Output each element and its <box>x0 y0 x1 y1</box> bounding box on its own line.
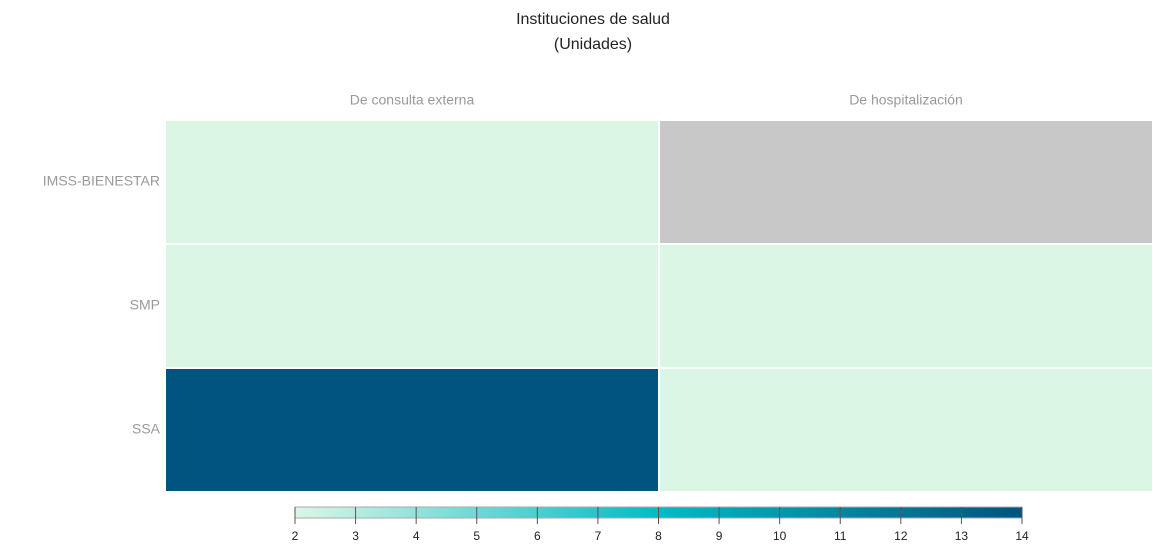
colorbar-tick-label: 13 <box>955 529 969 543</box>
colorbar-tick-label: 7 <box>595 529 602 543</box>
heatmap-cell <box>164 119 660 245</box>
colorbar-tick-label: 8 <box>655 529 662 543</box>
row-label: SSA <box>132 421 161 437</box>
colorbar-tick-label: 9 <box>716 529 723 543</box>
colorbar-tick-label: 3 <box>352 529 359 543</box>
heatmap-cell <box>164 243 660 369</box>
row-label: IMSS-BIENESTAR <box>43 173 160 189</box>
heatmap-cell <box>658 243 1153 369</box>
colorbar-tick-label: 12 <box>894 529 908 543</box>
colorbar-tick-label: 10 <box>773 529 787 543</box>
chart-subtitle: (Unidades) <box>554 36 632 53</box>
chart-title: Instituciones de salud <box>516 11 670 28</box>
colorbar-tick-label: 4 <box>413 529 420 543</box>
column-label: De hospitalización <box>849 92 963 108</box>
colorbar-tick-label: 2 <box>292 529 299 543</box>
row-label: SMP <box>130 297 160 313</box>
colorbar-tick-label: 14 <box>1015 529 1029 543</box>
heatmap-cell <box>658 367 1153 493</box>
colorbar-tick-label: 5 <box>473 529 480 543</box>
column-label: De consulta externa <box>350 92 475 108</box>
colorbar-tick-label: 11 <box>834 529 847 543</box>
colorbar-tick-label: 6 <box>534 529 541 543</box>
missing-cell <box>658 119 1153 245</box>
heatmap-cell <box>164 367 660 493</box>
